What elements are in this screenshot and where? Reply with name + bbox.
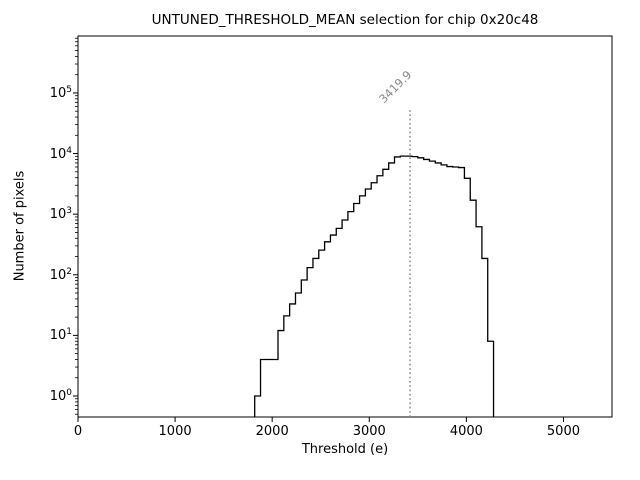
histogram-outline	[254, 155, 495, 417]
x-axis-label: Threshold (e)	[301, 442, 389, 457]
x-tick-label: 3000	[352, 424, 386, 439]
y-tick-label: 105	[49, 84, 72, 102]
y-tick-label: 100	[49, 387, 72, 405]
x-tick-label: 0	[73, 424, 83, 439]
y-tick-label: 103	[49, 205, 72, 223]
chart-title: UNTUNED_THRESHOLD_MEAN selection for chi…	[151, 12, 539, 28]
y-tick-label: 104	[49, 145, 72, 162]
axes-spines	[77, 35, 613, 418]
x-tick-label: 5000	[546, 424, 580, 439]
x-tick-label: 2000	[255, 424, 289, 439]
y-tick-label: 101	[49, 327, 72, 344]
x-tick-label: 4000	[449, 424, 483, 439]
y-tick-label: 102	[49, 266, 72, 283]
y-axis-label: Number of pixels	[12, 170, 28, 282]
x-tick-label: 1000	[158, 424, 192, 439]
